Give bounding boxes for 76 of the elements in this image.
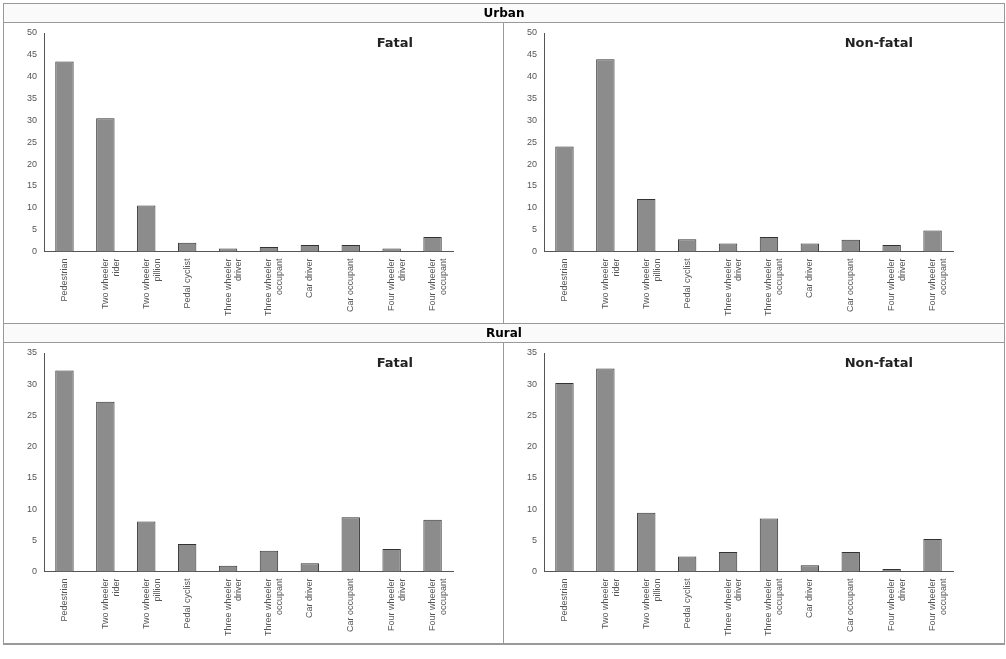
- x-tick-label: Car occupant: [845, 577, 856, 632]
- y-tick-label: 30: [27, 114, 38, 125]
- y-tick-label: 0: [32, 565, 38, 576]
- y-tick-label: 5: [32, 224, 38, 235]
- y-tick-label: 40: [27, 71, 38, 82]
- y-tick-label: 20: [527, 158, 538, 169]
- y-tick-label: 40: [527, 71, 538, 82]
- x-tick-label: Pedal cyclist: [181, 577, 192, 629]
- x-tick-label: Three wheeler driver: [222, 258, 244, 316]
- y-tick-label: 45: [527, 49, 538, 60]
- y-tick-label: 10: [527, 503, 538, 514]
- y-tick-label: 10: [27, 202, 38, 213]
- x-tick-label: Four wheeler driver: [386, 578, 407, 631]
- x-tick-label: Car driver: [304, 578, 315, 618]
- x-tick-label: Two wheeler rider: [599, 578, 621, 629]
- x-tick-label: Two wheeler rider: [99, 578, 121, 629]
- x-tick-label: Two wheeler pillion: [640, 578, 662, 629]
- x-tick-label: Car occupant: [345, 257, 356, 312]
- x-tick-label: Pedestrian: [58, 258, 69, 302]
- chart-title: Non-fatal: [844, 34, 913, 50]
- y-tick-label: 25: [27, 136, 38, 147]
- x-tick-label: Pedestrian: [558, 578, 569, 622]
- x-tick-label: Four wheeler driver: [886, 578, 907, 631]
- x-tick-label: Four wheeler driver: [886, 258, 907, 311]
- x-tick-label: Two wheeler pillion: [640, 258, 662, 309]
- y-tick-label: 35: [27, 347, 38, 358]
- y-tick-label: 5: [532, 224, 538, 235]
- y-tick-label: 30: [27, 378, 38, 389]
- y-tick-label: 35: [27, 93, 38, 104]
- y-tick-label: 15: [527, 472, 538, 483]
- y-tick-label: 0: [532, 565, 538, 576]
- x-tick-label: Car occupant: [845, 257, 856, 312]
- x-tick-label: Pedal cyclist: [181, 257, 192, 309]
- x-tick-label: Three wheeler driver: [222, 578, 244, 636]
- x-tick-label: Pedestrian: [58, 578, 69, 622]
- y-tick-label: 0: [32, 245, 38, 256]
- x-tick-label: Pedestrian: [558, 258, 569, 302]
- y-tick-label: 20: [527, 441, 538, 452]
- y-tick-label: 0: [532, 245, 538, 256]
- y-tick-label: 30: [527, 378, 538, 389]
- y-tick-label: 45: [27, 49, 38, 60]
- chart-title: Fatal: [376, 354, 413, 370]
- y-tick-label: 50: [527, 27, 538, 38]
- y-tick-label: 10: [27, 503, 38, 514]
- x-tick-label: Car driver: [804, 578, 815, 618]
- y-tick-label: 25: [527, 136, 538, 147]
- x-tick-label: Three wheeler driver: [722, 258, 744, 316]
- y-tick-label: 15: [27, 472, 38, 483]
- text: Rural: [4, 324, 1004, 343]
- y-tick-label: 35: [527, 93, 538, 104]
- text: Urban: [4, 4, 1004, 23]
- y-tick-label: 5: [32, 534, 38, 545]
- x-tick-label: Car occupant: [345, 577, 356, 632]
- chart-title: Non-fatal: [844, 354, 913, 370]
- y-tick-label: 25: [27, 409, 38, 420]
- x-tick-label: Two wheeler rider: [99, 258, 121, 309]
- x-tick-label: Pedal cyclist: [681, 257, 692, 309]
- y-tick-label: 15: [27, 180, 38, 191]
- x-tick-label: Car driver: [804, 258, 815, 298]
- chart-title: Fatal: [376, 34, 413, 50]
- x-tick-label: Four wheeler driver: [386, 258, 407, 311]
- x-tick-label: Two wheeler pillion: [140, 578, 162, 629]
- y-tick-label: 50: [27, 27, 38, 38]
- y-tick-label: 15: [527, 180, 538, 191]
- y-tick-label: 10: [527, 202, 538, 213]
- x-tick-label: Two wheeler rider: [599, 258, 621, 309]
- y-tick-label: 35: [527, 347, 538, 358]
- y-tick-label: 25: [527, 409, 538, 420]
- x-tick-label: Car driver: [304, 258, 315, 298]
- x-tick-label: Three wheeler driver: [722, 578, 744, 636]
- y-tick-label: 30: [527, 114, 538, 125]
- y-tick-label: 5: [532, 534, 538, 545]
- y-tick-label: 20: [27, 158, 38, 169]
- y-tick-label: 20: [27, 441, 38, 452]
- x-tick-label: Two wheeler pillion: [140, 258, 162, 309]
- x-tick-label: Pedal cyclist: [681, 577, 692, 629]
